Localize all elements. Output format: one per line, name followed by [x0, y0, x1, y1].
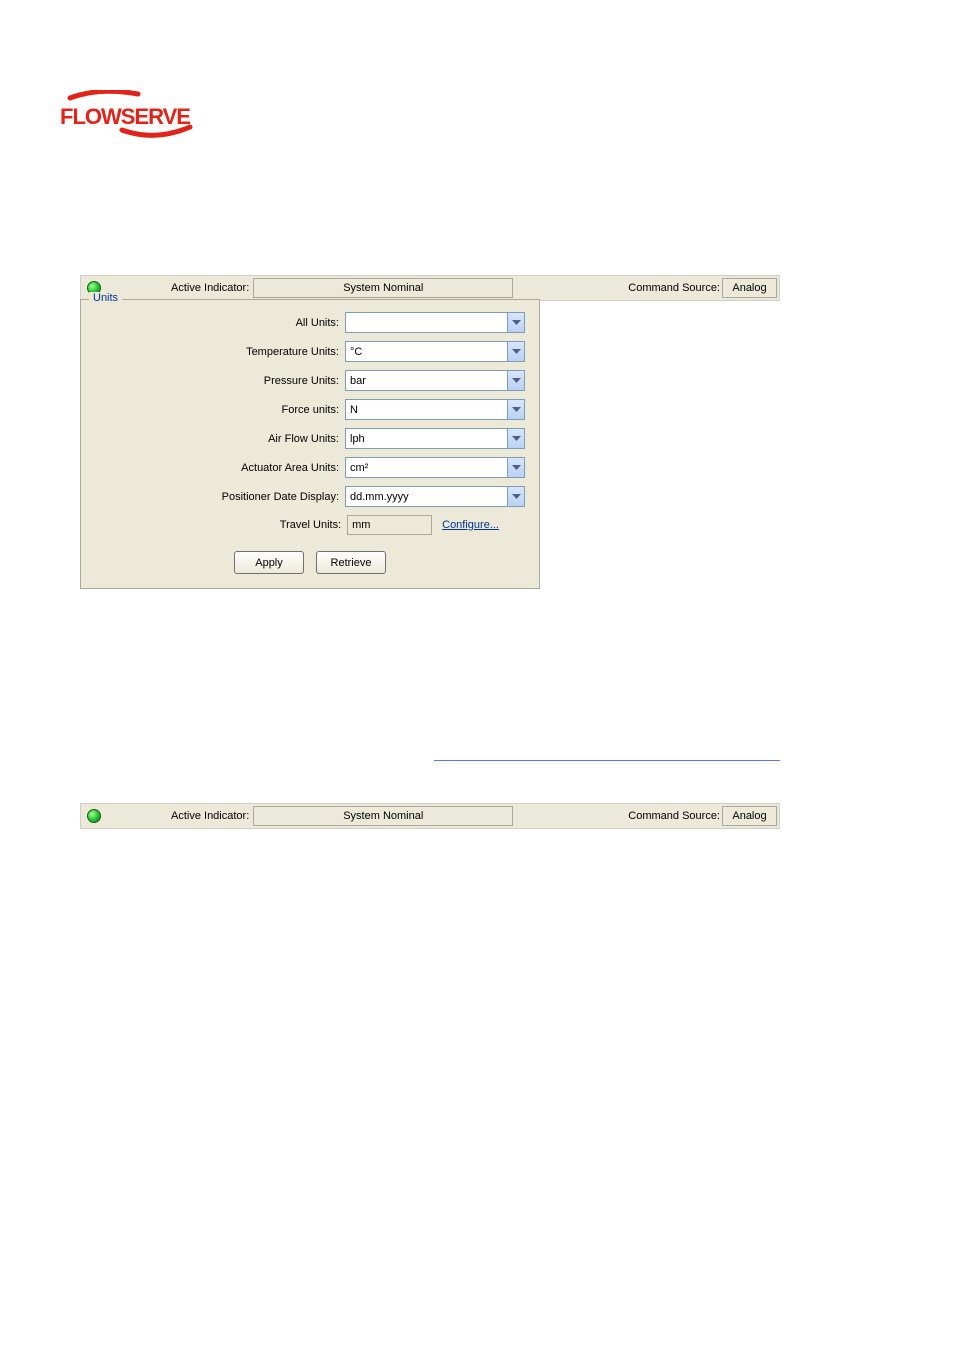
all-units-label: All Units: [296, 317, 339, 329]
configure-link[interactable]: Configure... [442, 519, 499, 531]
retrieve-button[interactable]: Retrieve [316, 551, 386, 574]
airflow-units-value: lph [346, 433, 507, 445]
command-source-label: Command Source: [628, 810, 720, 822]
active-indicator-display: System Nominal [253, 278, 513, 298]
svg-text:FLOWSERVE: FLOWSERVE [60, 104, 190, 129]
command-source-value: Analog [732, 810, 766, 822]
command-source-display: Analog [722, 806, 777, 826]
actuator-area-units-value: cm² [346, 462, 507, 474]
status-bar-section-2: Active Indicator: System Nominal Command… [80, 760, 780, 829]
temperature-units-select[interactable]: °C [345, 341, 525, 362]
command-source-value: Analog [732, 282, 766, 294]
positioner-date-select[interactable]: dd.mm.yyyy [345, 486, 525, 507]
active-indicator-label: Active Indicator: [171, 282, 249, 294]
command-source-display: Analog [722, 278, 777, 298]
airflow-units-select[interactable]: lph [345, 428, 525, 449]
units-legend: Units [89, 292, 122, 304]
actuator-area-units-select[interactable]: cm² [345, 457, 525, 478]
units-fieldset: Units All Units: Temperature Units: °C P… [80, 299, 540, 589]
force-units-value: N [346, 404, 507, 416]
pressure-units-select[interactable]: bar [345, 370, 525, 391]
travel-units-value: mm [352, 519, 370, 531]
apply-button[interactable]: Apply [234, 551, 304, 574]
airflow-units-label: Air Flow Units: [268, 433, 339, 445]
pressure-units-value: bar [346, 375, 507, 387]
temperature-units-value: °C [346, 346, 507, 358]
units-config-area: Active Indicator: System Nominal Command… [80, 275, 780, 589]
status-led-icon [87, 809, 101, 823]
flowserve-logo: FLOWSERVE [60, 90, 195, 148]
actuator-area-units-label: Actuator Area Units: [241, 462, 339, 474]
pressure-units-label: Pressure Units: [264, 375, 339, 387]
command-source-label: Command Source: [628, 282, 720, 294]
chevron-down-icon[interactable] [507, 342, 524, 361]
positioner-date-label: Positioner Date Display: [222, 491, 339, 503]
chevron-down-icon[interactable] [507, 458, 524, 477]
travel-units-label: Travel Units: [280, 519, 341, 531]
chevron-down-icon[interactable] [507, 487, 524, 506]
force-units-label: Force units: [282, 404, 339, 416]
section-divider [434, 760, 780, 761]
chevron-down-icon[interactable] [507, 313, 524, 332]
active-indicator-label: Active Indicator: [171, 810, 249, 822]
all-units-select[interactable] [345, 312, 525, 333]
force-units-select[interactable]: N [345, 399, 525, 420]
active-indicator-value: System Nominal [343, 810, 423, 822]
chevron-down-icon[interactable] [507, 371, 524, 390]
flowserve-logo-svg: FLOWSERVE [60, 90, 195, 145]
travel-units-display: mm [347, 515, 432, 535]
temperature-units-label: Temperature Units: [246, 346, 339, 358]
status-bar-top: Active Indicator: System Nominal Command… [80, 275, 780, 301]
status-bar-bottom: Active Indicator: System Nominal Command… [80, 803, 780, 829]
chevron-down-icon[interactable] [507, 400, 524, 419]
active-indicator-value: System Nominal [343, 282, 423, 294]
positioner-date-value: dd.mm.yyyy [346, 491, 507, 503]
chevron-down-icon[interactable] [507, 429, 524, 448]
active-indicator-display: System Nominal [253, 806, 513, 826]
